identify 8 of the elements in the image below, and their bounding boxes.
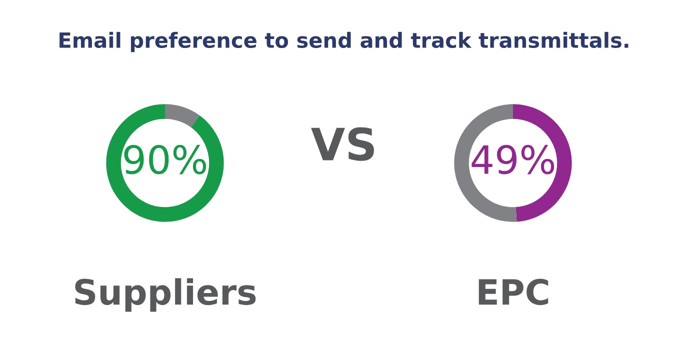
text: EPC	[478, 278, 548, 306]
text: VS	[311, 127, 374, 161]
donut-slice	[106, 104, 224, 222]
data-label: 49%	[472, 144, 554, 174]
donut-slice	[165, 104, 200, 128]
text: Suppliers	[75, 278, 256, 312]
data-label: 90%	[124, 144, 206, 174]
text: Email preference to send and track transmittals.	[60, 32, 628, 52]
